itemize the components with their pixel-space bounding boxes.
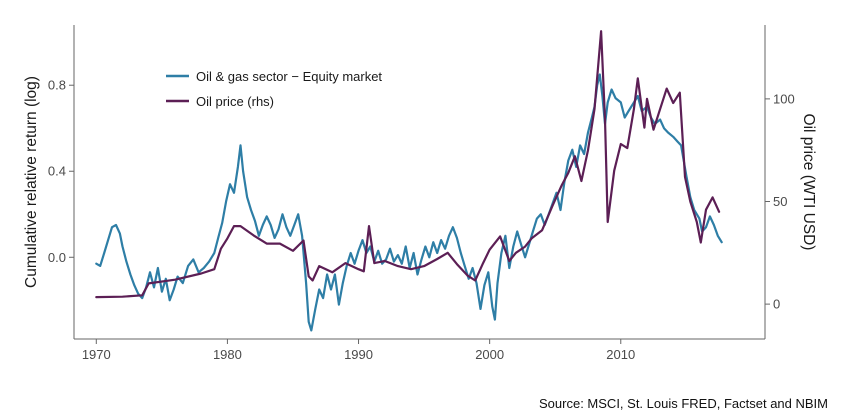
x-tick-label: 1970 [82, 347, 111, 362]
series-line-oil-price [95, 30, 721, 299]
right-tick-label: 100 [773, 91, 795, 106]
x-tick-label: 1990 [344, 347, 373, 362]
legend-label-sector: Oil & gas sector − Equity market [196, 69, 382, 84]
right-axis: 0 50 100 [764, 25, 795, 339]
left-tick-label: 0.4 [48, 164, 66, 179]
right-tick-label: 50 [773, 194, 787, 209]
x-tick-label: 2010 [606, 347, 635, 362]
x-tick-label: 2000 [475, 347, 504, 362]
source-note: Source: MSCI, St. Louis FRED, Factset an… [539, 396, 828, 411]
legend: Oil & gas sector − Equity market Oil pri… [166, 69, 382, 109]
left-axis-ticks: 0.0 0.4 0.8 [48, 78, 74, 265]
x-tick-label: 1980 [213, 347, 242, 362]
left-axis: 0.0 0.4 0.8 [48, 25, 75, 339]
series-layer [95, 30, 723, 332]
left-tick-label: 0.0 [48, 250, 66, 265]
right-axis-title: Oil price (WTI USD) [800, 114, 817, 251]
series-line-sector-relative-return [95, 73, 723, 332]
legend-label-oil: Oil price (rhs) [196, 94, 274, 109]
left-tick-label: 0.8 [48, 78, 66, 93]
right-axis-ticks: 0 50 100 [765, 91, 795, 312]
right-tick-label: 0 [773, 297, 780, 312]
left-axis-title: Cumulative relative return (log) [23, 76, 40, 288]
x-axis: 1970 1980 1990 2000 2010 [74, 338, 765, 362]
x-axis-ticks: 1970 1980 1990 2000 2010 [82, 339, 635, 362]
